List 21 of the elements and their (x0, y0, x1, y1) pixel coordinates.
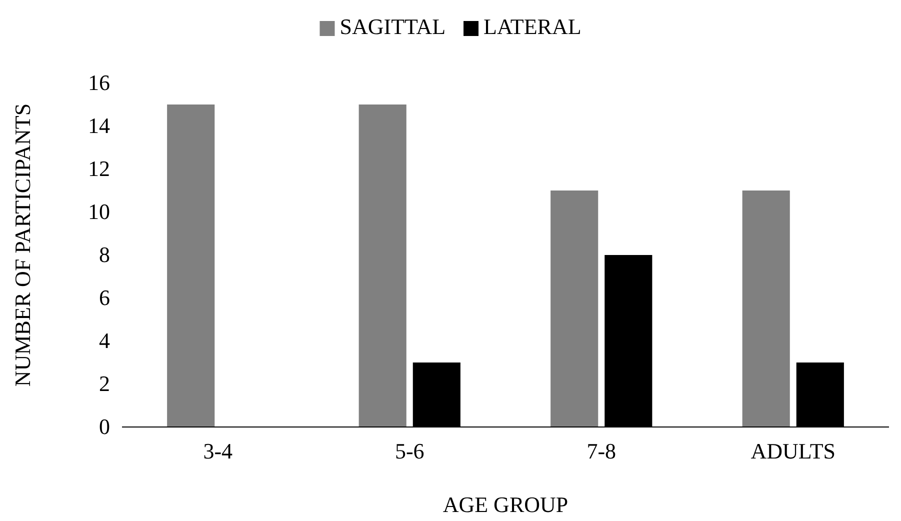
legend-label: SAGITTAL (340, 14, 446, 39)
y-tick-label: 8 (99, 242, 110, 268)
y-tick-label: 10 (88, 199, 110, 224)
x-tick-label: 3-4 (203, 438, 233, 464)
bar (742, 190, 790, 427)
x-axis-title: AGE GROUP (442, 492, 568, 517)
bar (550, 190, 598, 427)
y-tick-label: 6 (99, 285, 110, 310)
y-tick-label: 2 (99, 371, 110, 396)
legend-label: LATERAL (484, 14, 582, 39)
y-tick-label: 16 (88, 70, 110, 96)
y-tick-label: 14 (88, 113, 110, 138)
y-tick-label: 4 (99, 328, 110, 354)
bar (167, 104, 215, 427)
y-axis-title: NUMBER OF PARTICIPANTS (10, 103, 35, 387)
x-tick-label: 7-8 (586, 438, 616, 464)
x-tick-label: ADULTS (750, 438, 836, 464)
bar (358, 104, 406, 427)
x-tick-label: 5-6 (394, 438, 424, 464)
y-tick-label: 0 (99, 414, 110, 440)
y-tick-label: 12 (88, 156, 110, 182)
